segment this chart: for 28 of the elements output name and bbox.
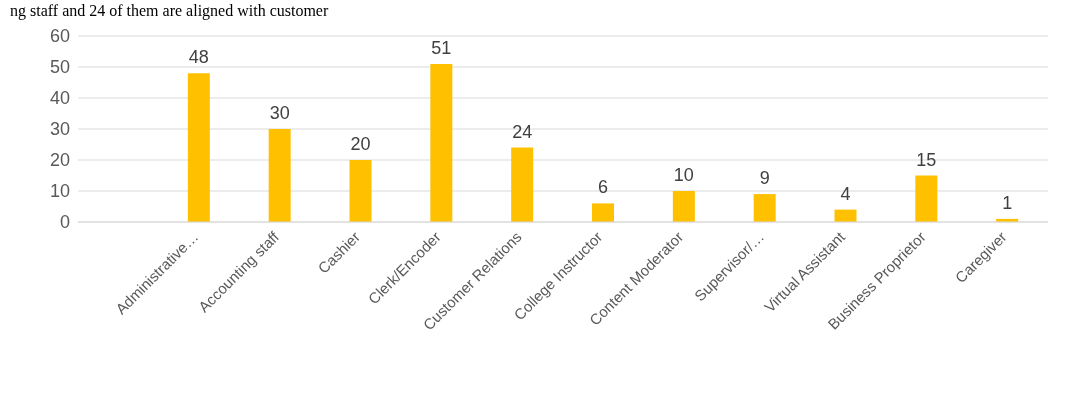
data-label: 24 xyxy=(512,121,533,142)
bar xyxy=(753,194,776,222)
data-label: 51 xyxy=(431,37,452,58)
data-label: 48 xyxy=(188,47,209,68)
bar xyxy=(268,129,291,222)
data-label: 20 xyxy=(350,134,371,154)
bar xyxy=(349,160,372,222)
y-tick-label: 40 xyxy=(49,88,70,109)
bar xyxy=(430,63,453,222)
bar xyxy=(187,73,210,222)
bar xyxy=(511,147,534,222)
text: ng staff and 24 of them are aligned with customer xyxy=(10,2,329,20)
data-label: 10 xyxy=(673,165,694,185)
y-tick-label: 60 xyxy=(49,26,70,47)
y-tick-label: 10 xyxy=(49,181,70,202)
data-label: 15 xyxy=(916,149,937,170)
y-tick-label: 0 xyxy=(59,212,70,233)
bar xyxy=(592,203,614,222)
bar xyxy=(915,175,938,222)
y-tick-label: 50 xyxy=(49,57,70,78)
bar xyxy=(672,191,695,222)
data-label: 4 xyxy=(840,183,851,204)
data-label: 6 xyxy=(597,177,609,198)
data-label: 9 xyxy=(759,168,770,189)
data-label: 30 xyxy=(269,103,290,123)
data-label: 1 xyxy=(1002,192,1013,213)
y-tick-label: 30 xyxy=(49,119,70,140)
y-tick-label: 20 xyxy=(49,150,70,171)
